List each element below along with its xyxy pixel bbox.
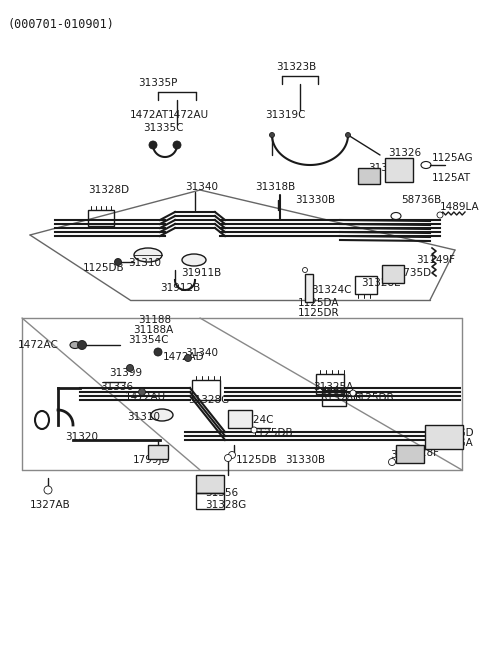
Text: 31318B: 31318B: [255, 182, 295, 192]
Text: 31356: 31356: [205, 488, 238, 498]
Text: 31324C: 31324C: [233, 415, 274, 425]
Text: 31911B: 31911B: [181, 268, 221, 278]
Text: 31328G: 31328G: [320, 393, 361, 403]
FancyBboxPatch shape: [385, 158, 413, 182]
Circle shape: [228, 451, 236, 458]
Ellipse shape: [134, 248, 162, 262]
Text: 31328E: 31328E: [361, 278, 401, 288]
Text: 1125DR: 1125DR: [298, 308, 340, 318]
Text: 31326: 31326: [388, 148, 421, 158]
Circle shape: [44, 486, 52, 494]
FancyBboxPatch shape: [196, 475, 224, 493]
Ellipse shape: [151, 409, 173, 421]
Text: 1799JD: 1799JD: [133, 455, 170, 465]
Ellipse shape: [421, 162, 431, 168]
Text: 31310: 31310: [128, 258, 161, 268]
Text: 1472AU: 1472AU: [125, 392, 166, 402]
Circle shape: [350, 390, 356, 396]
FancyBboxPatch shape: [148, 445, 168, 459]
Text: 31327: 31327: [390, 450, 423, 460]
Text: 31325A: 31325A: [313, 382, 353, 392]
Text: 1472AC: 1472AC: [18, 340, 59, 350]
Text: 31188: 31188: [138, 315, 171, 325]
Text: 1125AT: 1125AT: [432, 173, 471, 183]
Text: 1472AD: 1472AD: [163, 352, 204, 362]
FancyBboxPatch shape: [228, 410, 252, 428]
FancyBboxPatch shape: [396, 445, 424, 463]
Circle shape: [184, 354, 192, 362]
Text: 31330B: 31330B: [285, 455, 325, 465]
Circle shape: [154, 348, 162, 356]
Text: 1125DB: 1125DB: [252, 428, 294, 438]
Text: 1125DB: 1125DB: [83, 263, 125, 273]
Text: 1125DA: 1125DA: [298, 298, 339, 308]
FancyBboxPatch shape: [358, 168, 380, 184]
Circle shape: [77, 341, 86, 350]
Text: 31330B: 31330B: [295, 195, 335, 205]
Text: 31319C: 31319C: [265, 110, 305, 120]
Text: 1489LA: 1489LA: [440, 202, 480, 212]
Text: 31328G: 31328G: [188, 395, 229, 405]
Circle shape: [127, 364, 133, 371]
Text: 31339T: 31339T: [368, 163, 408, 173]
Text: 31188A: 31188A: [133, 325, 173, 335]
Text: 1125GD: 1125GD: [432, 428, 475, 438]
Circle shape: [269, 132, 275, 138]
Circle shape: [139, 388, 145, 396]
Text: 31399: 31399: [109, 368, 142, 378]
Ellipse shape: [35, 411, 49, 429]
Text: (000701-010901): (000701-010901): [8, 18, 115, 31]
Circle shape: [302, 267, 308, 272]
Circle shape: [225, 455, 231, 462]
Text: 31340: 31340: [185, 182, 218, 192]
Circle shape: [173, 141, 181, 149]
Text: 1125AG: 1125AG: [432, 153, 474, 163]
Text: 58735D: 58735D: [390, 268, 431, 278]
Text: 31335P: 31335P: [138, 78, 178, 88]
Ellipse shape: [70, 341, 80, 348]
Circle shape: [251, 427, 257, 433]
Text: 58736B: 58736B: [401, 195, 441, 205]
FancyBboxPatch shape: [382, 265, 404, 283]
Text: 1327AB: 1327AB: [30, 500, 71, 510]
Text: 31335C: 31335C: [143, 123, 183, 133]
Text: 31149F: 31149F: [416, 255, 455, 265]
FancyBboxPatch shape: [305, 274, 313, 302]
Text: 31328G: 31328G: [205, 500, 246, 510]
Circle shape: [149, 141, 157, 149]
Text: 31320: 31320: [65, 432, 98, 442]
Text: 31323B: 31323B: [276, 62, 316, 72]
Text: 31340: 31340: [185, 348, 218, 358]
Text: 31324C: 31324C: [311, 285, 351, 295]
Ellipse shape: [182, 254, 206, 266]
Text: 31328F: 31328F: [400, 448, 439, 458]
FancyBboxPatch shape: [425, 425, 463, 449]
Text: 1125DB: 1125DB: [236, 455, 277, 465]
Circle shape: [115, 259, 121, 265]
Text: 1472AT: 1472AT: [130, 110, 169, 120]
Text: 31336: 31336: [100, 382, 133, 392]
Text: 31310: 31310: [127, 412, 160, 422]
Text: 1125GA: 1125GA: [432, 438, 474, 448]
Circle shape: [346, 132, 350, 138]
Circle shape: [437, 212, 443, 218]
Text: 1125DB: 1125DB: [353, 393, 395, 403]
Circle shape: [388, 458, 396, 466]
Text: 31354C: 31354C: [128, 335, 168, 345]
Text: 31328D: 31328D: [88, 185, 129, 195]
Ellipse shape: [391, 212, 401, 219]
Text: 1472AU: 1472AU: [168, 110, 209, 120]
Text: 31912B: 31912B: [160, 283, 200, 293]
